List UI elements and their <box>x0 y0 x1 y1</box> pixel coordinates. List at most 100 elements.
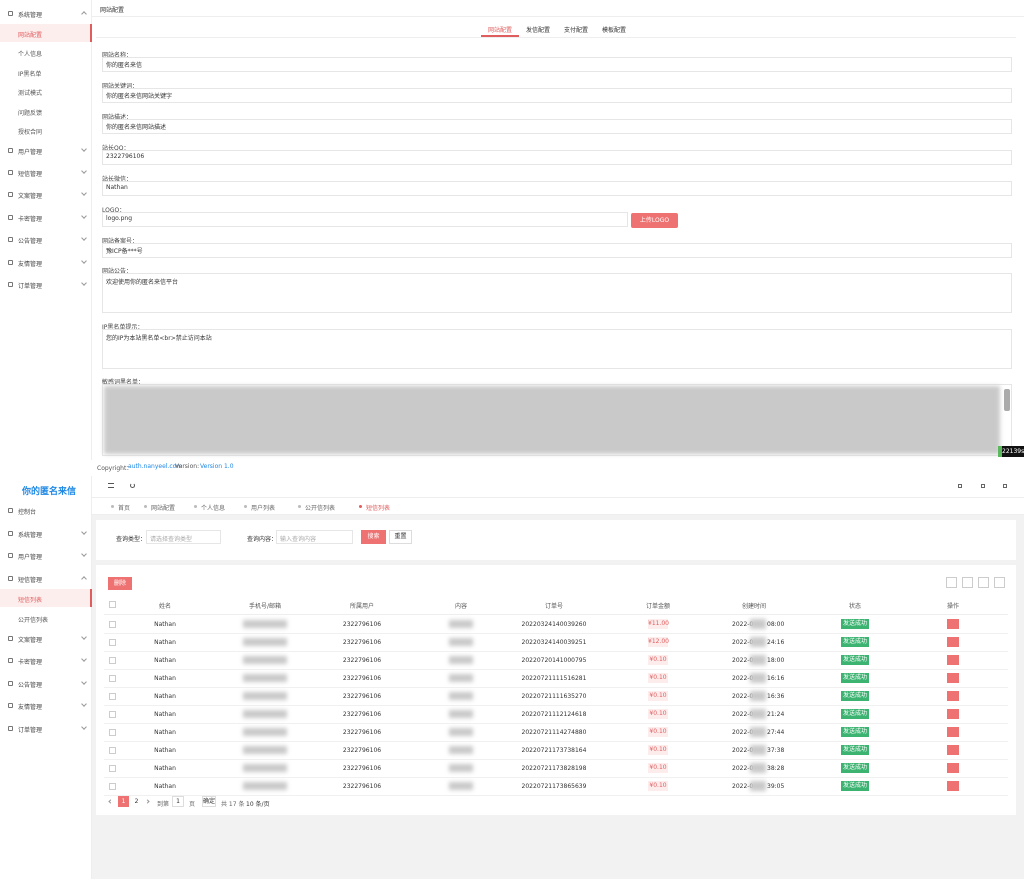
toolbar-icon[interactable] <box>946 577 957 588</box>
menu-group[interactable]: 短信管理 <box>18 170 43 178</box>
text-input[interactable] <box>102 150 1012 165</box>
menu-group[interactable]: 文案管理 <box>18 193 43 201</box>
menu-group[interactable]: 系统管理 <box>18 531 43 539</box>
menu-group[interactable]: 文案管理 <box>18 636 43 644</box>
reset-button[interactable]: 重置 <box>389 530 412 544</box>
checkbox[interactable] <box>109 621 116 628</box>
delete-icon-button[interactable] <box>947 655 959 665</box>
tab[interactable]: 模板配置 <box>602 27 627 34</box>
delete-icon-button[interactable] <box>947 727 959 737</box>
topbar-icon[interactable] <box>1003 484 1007 488</box>
delete-icon-button[interactable] <box>947 619 959 629</box>
checkbox[interactable] <box>109 711 116 718</box>
menu-group[interactable]: 系统管理 <box>18 12 43 19</box>
menu-group[interactable]: 公告管理 <box>18 238 43 246</box>
checkbox[interactable] <box>109 765 116 772</box>
text-input[interactable] <box>102 57 1012 72</box>
text-input[interactable] <box>102 212 628 227</box>
menu-item[interactable]: 测试模式 <box>18 90 43 97</box>
delete-icon-button[interactable] <box>947 781 959 791</box>
menu-group[interactable]: 卡密管理 <box>18 659 43 666</box>
text-input[interactable] <box>102 88 1012 103</box>
upload-button[interactable]: 上传LOGO <box>631 213 678 228</box>
menu-item[interactable]: IP黑名单 <box>18 70 42 78</box>
footer-version-label: Version: <box>175 463 200 470</box>
checkbox[interactable] <box>109 675 116 682</box>
tab[interactable]: 短信列表 <box>366 505 391 512</box>
delete-button[interactable]: 删除 <box>108 577 132 590</box>
tab[interactable]: 支付配置 <box>564 27 589 34</box>
tab[interactable]: 个人信息 <box>201 505 226 512</box>
cell-time-start: 2022-0 <box>732 621 754 628</box>
checkbox[interactable] <box>109 747 116 754</box>
tab[interactable]: 公开信列表 <box>305 505 336 512</box>
menu-group[interactable]: 用户管理 <box>18 554 43 561</box>
menu-group[interactable]: 友情管理 <box>18 704 43 711</box>
tab[interactable]: 发信配置 <box>526 27 551 34</box>
page-input[interactable]: 1 <box>172 796 184 807</box>
confirm-button[interactable]: 确定 <box>202 796 216 807</box>
page-size[interactable]: 10 条/页 <box>246 801 270 808</box>
menu-item[interactable]: 公开信列表 <box>18 616 49 624</box>
delete-icon-button[interactable] <box>947 691 959 701</box>
cell-name: Nathan <box>154 657 176 664</box>
sidebar-bottom <box>0 476 92 879</box>
select[interactable] <box>146 530 221 544</box>
delete-icon-button[interactable] <box>947 763 959 773</box>
topbar-icon[interactable] <box>981 484 985 488</box>
cell-time-end: 21:24 <box>767 711 785 718</box>
menu-group[interactable]: 订单管理 <box>18 726 43 734</box>
topbar-icon[interactable] <box>958 484 962 488</box>
delete-icon-button[interactable] <box>947 709 959 719</box>
menu-group[interactable]: 卡密管理 <box>18 215 43 223</box>
menu-item[interactable]: 个人信息 <box>18 51 43 58</box>
blurred-time <box>750 745 766 755</box>
checkbox[interactable] <box>109 693 116 700</box>
page-number[interactable]: 2 <box>134 798 139 805</box>
menu-group[interactable]: 用户管理 <box>18 148 43 156</box>
checkbox[interactable] <box>109 657 116 664</box>
text-input[interactable] <box>102 119 1012 134</box>
menu-item[interactable]: 网站配置 <box>18 31 43 39</box>
delete-icon-button[interactable] <box>947 673 959 683</box>
row <box>104 670 1008 688</box>
refresh-icon[interactable] <box>130 483 135 488</box>
input[interactable] <box>276 530 353 544</box>
menu-icon <box>8 703 13 708</box>
hamburger-icon[interactable] <box>108 483 114 488</box>
checkbox[interactable] <box>109 601 116 608</box>
search-button[interactable]: 搜索 <box>361 530 386 544</box>
delete-icon-button[interactable] <box>947 745 959 755</box>
menu-item[interactable]: 短信列表 <box>18 596 43 604</box>
menu-item[interactable]: 授权合同 <box>18 129 43 136</box>
footer-link[interactable]: auth.nanyeel.com <box>128 463 183 470</box>
status-badge: 发送成功 <box>841 619 869 629</box>
textarea[interactable] <box>102 329 1012 369</box>
checkbox[interactable] <box>109 783 116 790</box>
tab[interactable]: 首页 <box>118 505 131 512</box>
sidebar-top <box>0 0 92 460</box>
page-number[interactable]: 1 <box>118 796 129 807</box>
tab[interactable]: 网站配置 <box>488 27 513 34</box>
field-label: 敏感词黑名单： <box>102 379 145 386</box>
menu-group[interactable]: 短信管理 <box>18 576 43 584</box>
row <box>104 634 1008 652</box>
tab[interactable]: 网站配置 <box>151 505 176 512</box>
checkbox[interactable] <box>109 729 116 736</box>
toolbar-icon[interactable] <box>994 577 1005 588</box>
delete-icon-button[interactable] <box>947 637 959 647</box>
textarea[interactable] <box>102 273 1012 313</box>
menu-group[interactable]: 友情管理 <box>18 260 43 268</box>
checkbox[interactable] <box>109 639 116 646</box>
toolbar-icon[interactable] <box>962 577 973 588</box>
toolbar-icon[interactable] <box>978 577 989 588</box>
menu-group[interactable]: 公告管理 <box>18 681 43 689</box>
tab[interactable]: 用户列表 <box>251 505 276 512</box>
menu-item[interactable]: 问题反馈 <box>18 109 43 117</box>
text-input[interactable] <box>102 243 1012 258</box>
select-placeholder: 请选择查询类型 <box>150 536 193 543</box>
menu-group[interactable]: 订单管理 <box>18 282 43 290</box>
menu-group[interactable]: 控制台 <box>18 509 37 516</box>
text-input[interactable] <box>102 181 1012 196</box>
